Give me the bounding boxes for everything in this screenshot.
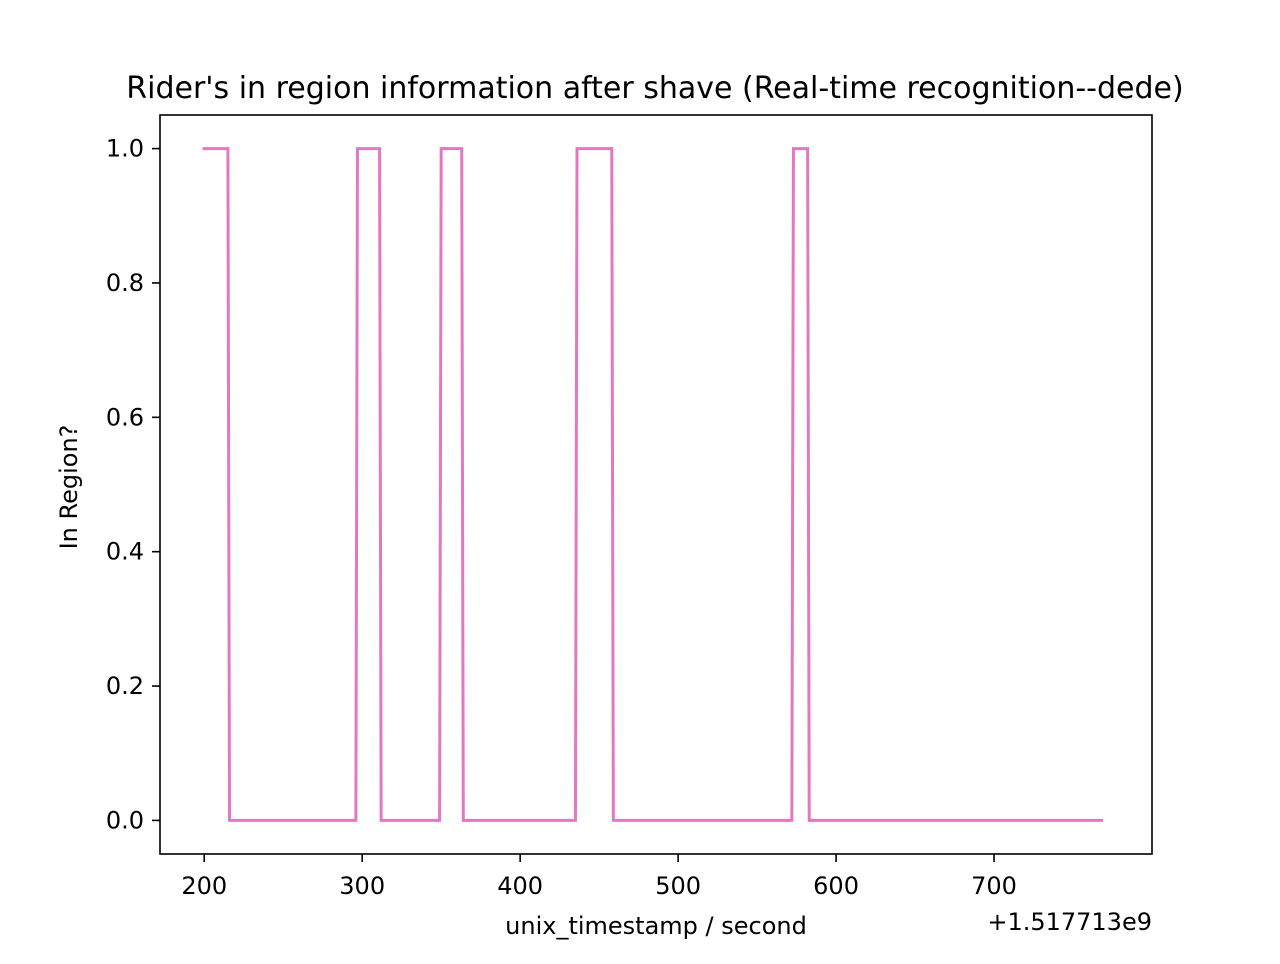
x-tick-label: 400 [497,872,543,900]
y-tick-label: 0.6 [106,403,144,431]
y-axis-label: In Region? [55,425,83,550]
y-tick-label: 0.0 [106,806,144,834]
y-tick-label: 0.2 [106,672,144,700]
x-tick-label: 600 [813,872,859,900]
y-tick-label: 1.0 [106,135,144,163]
x-tick-label: 700 [971,872,1017,900]
x-axis-offset-label: +1.517713e9 [987,908,1152,936]
x-tick-label: 300 [339,872,385,900]
chart-title: Rider's in region information after shav… [126,71,1183,106]
plot-area [202,147,1104,822]
x-axis: 200 300 400 500 600 700 [181,854,1017,900]
y-tick-label: 0.4 [106,538,144,566]
series-line-0 [202,147,1104,822]
y-tick-label: 0.8 [106,269,144,297]
plot-frame [159,114,1153,855]
x-tick-label: 200 [181,872,227,900]
y-axis: 0.0 0.2 0.4 0.6 0.8 1.0 [106,135,160,834]
x-tick-label: 500 [655,872,701,900]
x-axis-label: unix_timestamp / second [505,912,807,940]
